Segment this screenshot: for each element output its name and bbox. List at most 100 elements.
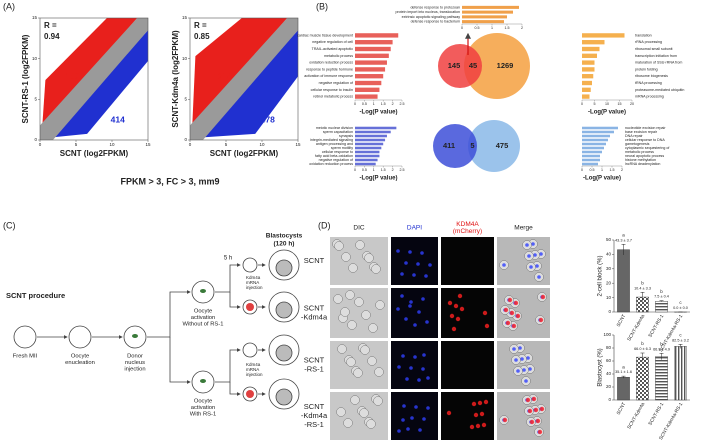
mcherry [469, 424, 475, 430]
x-tick-label: 0 [461, 26, 463, 30]
nucleus [422, 353, 426, 357]
nucleus [397, 429, 401, 433]
go-term: protein folding [635, 67, 658, 71]
venn-count: 45 [469, 61, 477, 70]
mcherry [475, 423, 481, 429]
go-bar [355, 142, 384, 146]
x-tick-label: 0.5 [590, 168, 595, 172]
venn-count: 411 [443, 141, 455, 150]
go-term: cardiac muscle tissue development [297, 33, 353, 37]
y-axis-label: SCNT-RS-1 (log2FPKM) [21, 34, 30, 123]
plot-frame [39, 17, 149, 141]
go-bar [582, 126, 618, 130]
mcherry [457, 293, 463, 299]
nucleus [400, 294, 404, 298]
go-bar [582, 74, 594, 79]
go-term: retinol metabolic process [313, 95, 353, 99]
x-axis-label: -Log(P value) [583, 176, 621, 182]
column-header: DIC [353, 225, 365, 232]
embryo [364, 253, 374, 263]
go-term: negative regulation of [319, 158, 353, 162]
go-term: TRAIL-activated apoptotic [312, 47, 354, 51]
value-label: 82.5 ± 3.2 [672, 338, 689, 342]
y-tick-label: 15 [182, 15, 188, 20]
mcherry [479, 411, 485, 417]
y-tick-label: 0 [34, 137, 37, 142]
mcherry [503, 307, 509, 313]
significance-letter: c [679, 300, 682, 305]
go-bar [582, 138, 608, 142]
go-bar [355, 46, 391, 52]
go-term: protein import into nucleus, translocati… [395, 10, 460, 14]
mcherry [533, 407, 539, 413]
mcherry [471, 401, 477, 407]
go-term: maturation of SSU-rRNA from [635, 61, 682, 65]
venn-circle [468, 120, 520, 172]
go-term: nucleotide excision repair [625, 126, 666, 130]
significance-letter: c [679, 332, 682, 337]
time-label: 5 h [224, 256, 232, 262]
go-term: cellular response to [322, 150, 353, 154]
panel-label: (A) [3, 1, 15, 11]
x-tick-label: 15 [618, 102, 622, 106]
y-tick-label: 20 [606, 280, 612, 285]
scnt-diagram [13, 249, 300, 410]
step-label: Donor [127, 354, 143, 360]
significance-letter: b [660, 289, 663, 294]
x-tick-label: 5 [225, 142, 228, 147]
up-count: 190 [65, 71, 79, 81]
nucleus [413, 323, 417, 327]
embryo [367, 356, 377, 366]
x-tick-label: 0 [354, 102, 356, 106]
go-term: integrin-mediated signaling [310, 138, 353, 142]
go-term: antigen processing and [316, 142, 353, 146]
x-tick-label: 2 [521, 26, 523, 30]
go-bar [582, 150, 602, 154]
nucleus [522, 368, 526, 372]
go-bar [582, 60, 595, 65]
caption: FPKM > 3, FC > 3, mm9 [120, 176, 219, 186]
nucleus [422, 417, 426, 421]
nucleus [412, 273, 416, 277]
nucleus [537, 275, 541, 279]
mcherry [447, 300, 453, 306]
nucleus [524, 379, 528, 383]
embryo [375, 300, 385, 310]
mcherry [540, 294, 546, 300]
y-tick-label: 40 [606, 252, 612, 257]
go-term: meiotic nuclear division [316, 126, 353, 130]
y-tick-label: 0 [184, 137, 187, 142]
panel-label: (C) [3, 220, 16, 230]
mcherry [453, 303, 459, 309]
go-term: mRNA processing [635, 95, 664, 99]
x-axis-label: -Log(P value) [360, 110, 398, 116]
y-tick-label: 5 [184, 97, 187, 102]
panel-label: (B) [316, 1, 328, 11]
activation-label: Oocyte [194, 399, 212, 405]
x-tick-label: 2 [621, 168, 623, 172]
go-bar [355, 146, 382, 150]
y-tick-label: 100 [603, 332, 611, 337]
nucleus [426, 406, 430, 410]
y-tick-label: 60 [606, 358, 612, 363]
x-tick-label: 0.5 [475, 26, 480, 30]
mcherry [484, 323, 490, 329]
micrograph [441, 237, 494, 285]
go-bar [355, 80, 382, 86]
embryo [374, 367, 384, 377]
result-label: Blastocysts [266, 233, 303, 240]
y-tick-label: 80 [606, 345, 612, 350]
row-label: SCNT [304, 355, 325, 364]
go-term: histone methylation [625, 158, 656, 162]
activation-label: With RS-1 [190, 412, 216, 418]
column-header: (mCherry) [453, 228, 482, 235]
go-bar [582, 46, 600, 52]
x-axis-label: SCNT (log2FPKM) [210, 149, 279, 158]
go-term: cytoplasmic sequestering of [625, 146, 669, 150]
nucleus [408, 304, 412, 308]
gene-cloud [190, 18, 298, 140]
x-tick-label: SCNT [616, 314, 628, 328]
x-tick-label: 1.5 [381, 168, 386, 172]
nucleus [502, 263, 506, 267]
